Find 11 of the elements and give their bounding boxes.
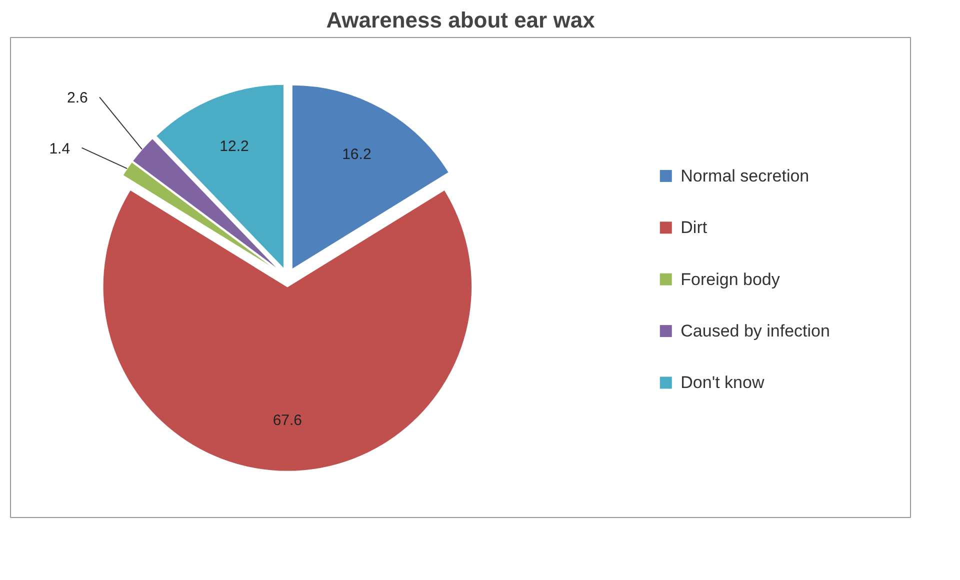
data-label: 1.4 (49, 140, 70, 158)
data-label: 2.6 (66, 90, 88, 107)
legend-label: Caused by infection (680, 322, 830, 341)
data-label: 67.6 (272, 412, 302, 430)
legend-label: Dirt (680, 218, 708, 238)
data-label: 16.2 (342, 146, 372, 163)
legend-label: Don't know (680, 373, 765, 392)
chart-title: Awareness about ear wax (326, 8, 596, 32)
legend-label: Normal secretion (680, 166, 810, 186)
data-label: 12.2 (220, 138, 249, 156)
legend-label: Foreign body (680, 270, 780, 289)
